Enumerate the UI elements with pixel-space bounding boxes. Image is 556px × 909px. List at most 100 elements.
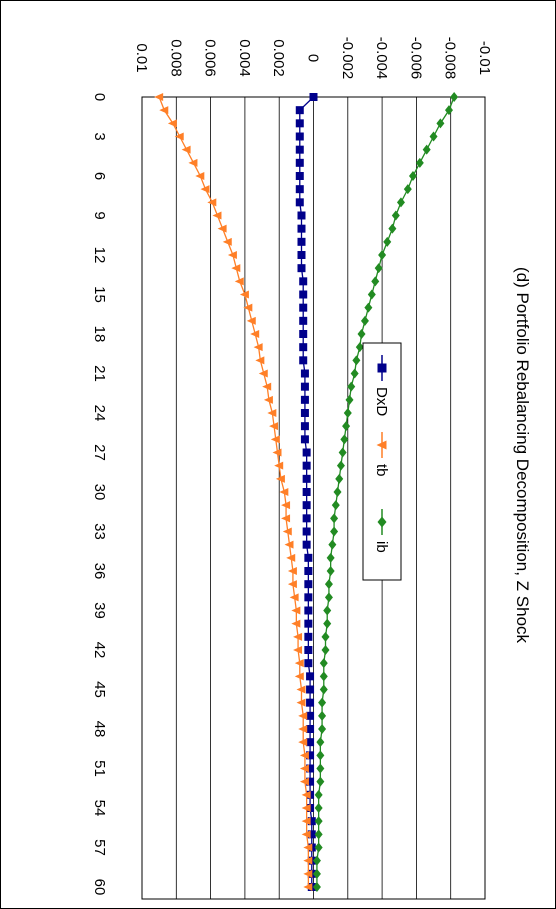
data-point — [297, 237, 306, 246]
data-point — [302, 474, 311, 483]
x-tick-label: 60 — [91, 879, 108, 896]
data-point — [299, 343, 308, 352]
data-point — [289, 593, 299, 602]
data-point — [376, 440, 387, 450]
data-point — [302, 488, 311, 496]
data-point — [374, 263, 383, 274]
x-tick-label: 57 — [91, 839, 108, 856]
data-point — [303, 869, 313, 878]
data-point — [316, 776, 325, 787]
data-point — [250, 330, 260, 338]
series-layer — [154, 92, 459, 892]
y-tick-label: 0.004 — [236, 39, 253, 77]
data-point — [304, 606, 313, 615]
y-tick-label: 0.002 — [270, 39, 287, 77]
data-point — [324, 579, 333, 590]
x-tick-label: 21 — [91, 365, 108, 382]
data-point — [267, 409, 277, 417]
x-tick-label: 18 — [91, 326, 108, 343]
data-point — [302, 540, 311, 549]
data-point — [293, 646, 303, 654]
data-point — [321, 631, 330, 642]
data-point — [352, 355, 361, 366]
data-point — [304, 567, 313, 575]
data-point — [299, 751, 309, 760]
data-point — [383, 236, 392, 247]
legend-label: DxD — [373, 387, 390, 416]
data-point — [338, 447, 347, 458]
data-point — [300, 435, 309, 444]
data-point — [403, 184, 412, 195]
x-tick-label: 12 — [91, 247, 108, 264]
data-point — [436, 118, 445, 129]
data-point — [299, 777, 309, 786]
data-point — [301, 817, 311, 826]
data-point — [174, 132, 184, 141]
data-point — [304, 659, 313, 668]
data-point — [429, 131, 438, 142]
data-point — [222, 237, 232, 246]
data-point — [408, 171, 417, 181]
data-point — [243, 303, 253, 312]
chart-title: (d) Portfolio Rebalancing Decomposition,… — [513, 267, 532, 644]
y-tick-label: -0.002 — [339, 37, 356, 80]
data-point — [319, 684, 328, 695]
data-point — [302, 461, 311, 470]
data-point — [302, 527, 311, 536]
data-point — [318, 697, 327, 708]
data-point — [279, 488, 289, 496]
data-point — [258, 369, 268, 378]
data-point — [323, 618, 332, 629]
data-point — [302, 501, 311, 510]
data-point — [303, 856, 313, 865]
data-point — [291, 606, 301, 615]
data-point — [231, 264, 241, 273]
data-point — [255, 356, 265, 365]
x-tick-label: 48 — [91, 721, 108, 738]
data-point — [343, 408, 352, 418]
data-point — [293, 632, 303, 641]
data-point — [340, 434, 349, 445]
data-point — [336, 460, 345, 471]
data-point — [295, 172, 304, 180]
data-point — [295, 106, 304, 115]
data-point — [269, 422, 279, 431]
x-tick-label: 36 — [91, 563, 108, 580]
data-point — [234, 277, 244, 286]
data-point — [296, 685, 306, 694]
data-point — [324, 592, 333, 603]
data-point — [342, 421, 351, 432]
data-point — [297, 264, 306, 273]
data-point — [350, 368, 359, 379]
data-point — [207, 198, 217, 207]
data-point — [300, 422, 309, 431]
data-point — [319, 658, 328, 669]
x-tick-label: 42 — [91, 642, 108, 659]
data-point — [301, 804, 311, 812]
data-point — [227, 251, 237, 259]
data-point — [306, 738, 315, 747]
data-point — [316, 750, 325, 761]
gridlines — [141, 97, 486, 899]
data-point — [301, 790, 311, 799]
x-tick-label: 39 — [91, 602, 108, 619]
x-tick-label: 3 — [91, 132, 108, 140]
data-point — [286, 553, 296, 562]
data-point — [217, 224, 227, 233]
data-point — [298, 711, 308, 720]
data-point — [287, 567, 297, 575]
data-point — [321, 645, 330, 655]
data-point — [246, 316, 256, 325]
data-point — [312, 882, 321, 892]
data-point — [284, 540, 294, 549]
data-point — [450, 92, 459, 102]
data-point — [328, 539, 337, 550]
data-point — [347, 381, 356, 392]
data-point — [295, 198, 304, 207]
data-point — [299, 303, 308, 312]
data-point — [391, 210, 400, 221]
data-point — [188, 158, 198, 167]
data-point — [367, 289, 376, 300]
